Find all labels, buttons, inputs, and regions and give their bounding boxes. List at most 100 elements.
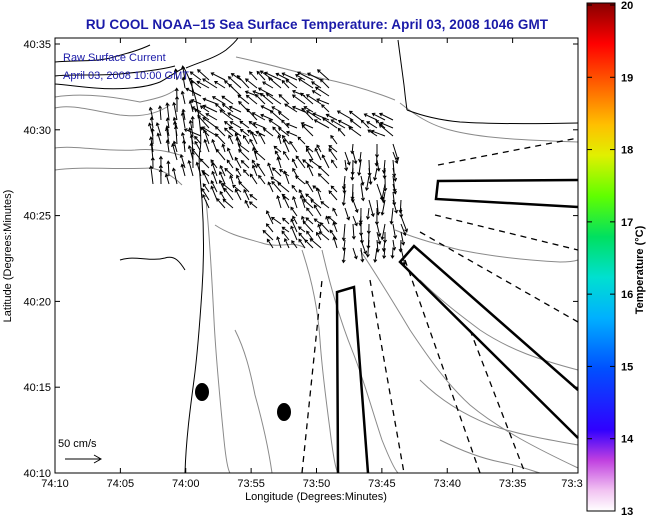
current-arrow: [194, 140, 202, 153]
current-arrow: [328, 190, 338, 201]
current-arrow: [400, 215, 408, 233]
current-arrow: [332, 236, 338, 249]
current-arrow: [269, 109, 282, 121]
colorbar-tick-label: 16: [621, 289, 633, 301]
current-arrow: [302, 159, 314, 169]
current-arrow: [180, 111, 186, 129]
current-arrow: [281, 79, 290, 89]
coast-line: [54, 44, 151, 63]
current-arrow: [348, 110, 362, 121]
current-arrow: [181, 65, 186, 81]
current-arrow: [211, 96, 226, 105]
contour-line: [321, 249, 399, 474]
current-arrow: [229, 174, 234, 185]
current-arrow: [285, 130, 298, 137]
current-arrow: [224, 167, 234, 177]
current-arrow: [189, 79, 194, 97]
current-arrow: [202, 104, 218, 113]
current-arrow: [214, 125, 226, 137]
y-tick-label: 40:30: [23, 125, 51, 137]
current-arrow: [246, 108, 258, 121]
current-arrow: [325, 215, 330, 225]
current-arrow: [298, 189, 306, 201]
current-arrow: [337, 127, 346, 137]
current-arrow: [291, 94, 306, 105]
current-arrow: [205, 113, 218, 121]
current-arrow: [305, 145, 314, 153]
current-arrow: [221, 183, 234, 193]
current-arrow: [375, 120, 386, 129]
current-arrow: [244, 199, 250, 209]
current-time: April 03, 2008 10:00 GMT: [63, 70, 189, 82]
current-arrow: [342, 183, 347, 194]
current-arrow: [189, 71, 202, 81]
current-arrow: [201, 187, 210, 201]
shipping-lane-dashed: [301, 137, 579, 474]
current-arrow: [285, 122, 298, 129]
current-arrow: [365, 239, 370, 258]
current-arrow: [211, 162, 218, 177]
current-arrow: [370, 129, 386, 137]
current-arrow: [202, 78, 218, 89]
current-arrow: [173, 68, 178, 81]
current-arrow: [382, 247, 387, 260]
current-arrow: [265, 93, 282, 105]
contour-line: [54, 146, 181, 156]
current-arrow: [149, 116, 154, 129]
y-tick-label: 40:20: [23, 296, 51, 308]
current-arrow: [344, 207, 351, 221]
current-arrow: [223, 187, 234, 201]
current-arrow: [272, 126, 282, 137]
current-arrow: [366, 121, 378, 129]
current-arrow: [330, 119, 346, 129]
current-arrow: [158, 168, 163, 185]
current-arrow: [400, 247, 407, 266]
current-arrow: [365, 207, 370, 220]
current-arrow: [327, 215, 338, 225]
current-arrow: [211, 170, 218, 185]
current-arrow: [316, 98, 330, 105]
map-area: 50 cm/s Raw Surface Current April 03, 20…: [54, 37, 579, 474]
contour-line: [234, 329, 273, 474]
current-label: Raw Surface Current: [63, 52, 166, 64]
current-arrow: [248, 120, 258, 129]
y-tick-label: 40:15: [23, 382, 51, 394]
current-arrow: [330, 185, 338, 193]
current-arrow: [174, 95, 180, 112]
current-arrow: [373, 247, 378, 263]
current-arrow: [284, 103, 298, 113]
current-arrow: [262, 229, 274, 241]
current-arrow: [321, 154, 330, 169]
current-arrow: [277, 134, 282, 145]
current-arrow: [398, 199, 403, 214]
current-arrow: [221, 143, 226, 153]
current-arrow: [221, 95, 234, 105]
current-arrow: [313, 204, 322, 217]
current-arrow: [289, 140, 298, 153]
current-arrow: [378, 112, 394, 121]
current-arrow: [295, 155, 306, 169]
current-arrow: [305, 180, 314, 193]
current-arrow: [315, 187, 322, 201]
current-arrow: [188, 119, 194, 137]
colorbar-tick-label: 15: [621, 361, 633, 373]
current-arrow: [226, 159, 234, 169]
current-arrow: [199, 105, 210, 113]
current-arrow: [291, 240, 298, 249]
current-arrow: [235, 167, 242, 177]
current-arrow: [368, 199, 375, 218]
current-arrow: [227, 76, 242, 89]
current-arrow: [158, 105, 163, 121]
current-arrow: [263, 71, 282, 81]
current-arrow: [360, 183, 365, 202]
current-arrow: [305, 94, 322, 105]
current-arrow: [317, 69, 330, 81]
colorbar-tick-label: 17: [621, 217, 633, 229]
current-arrow: [276, 195, 282, 209]
lane-polygon: [335, 285, 370, 474]
x-axis: 74:10 74:05 74:00 73:55 73:50 73:45 73:40 73:35…: [41, 38, 583, 490]
current-arrow: [219, 109, 234, 121]
current-arrow: [214, 133, 226, 145]
current-arrow: [297, 226, 306, 233]
